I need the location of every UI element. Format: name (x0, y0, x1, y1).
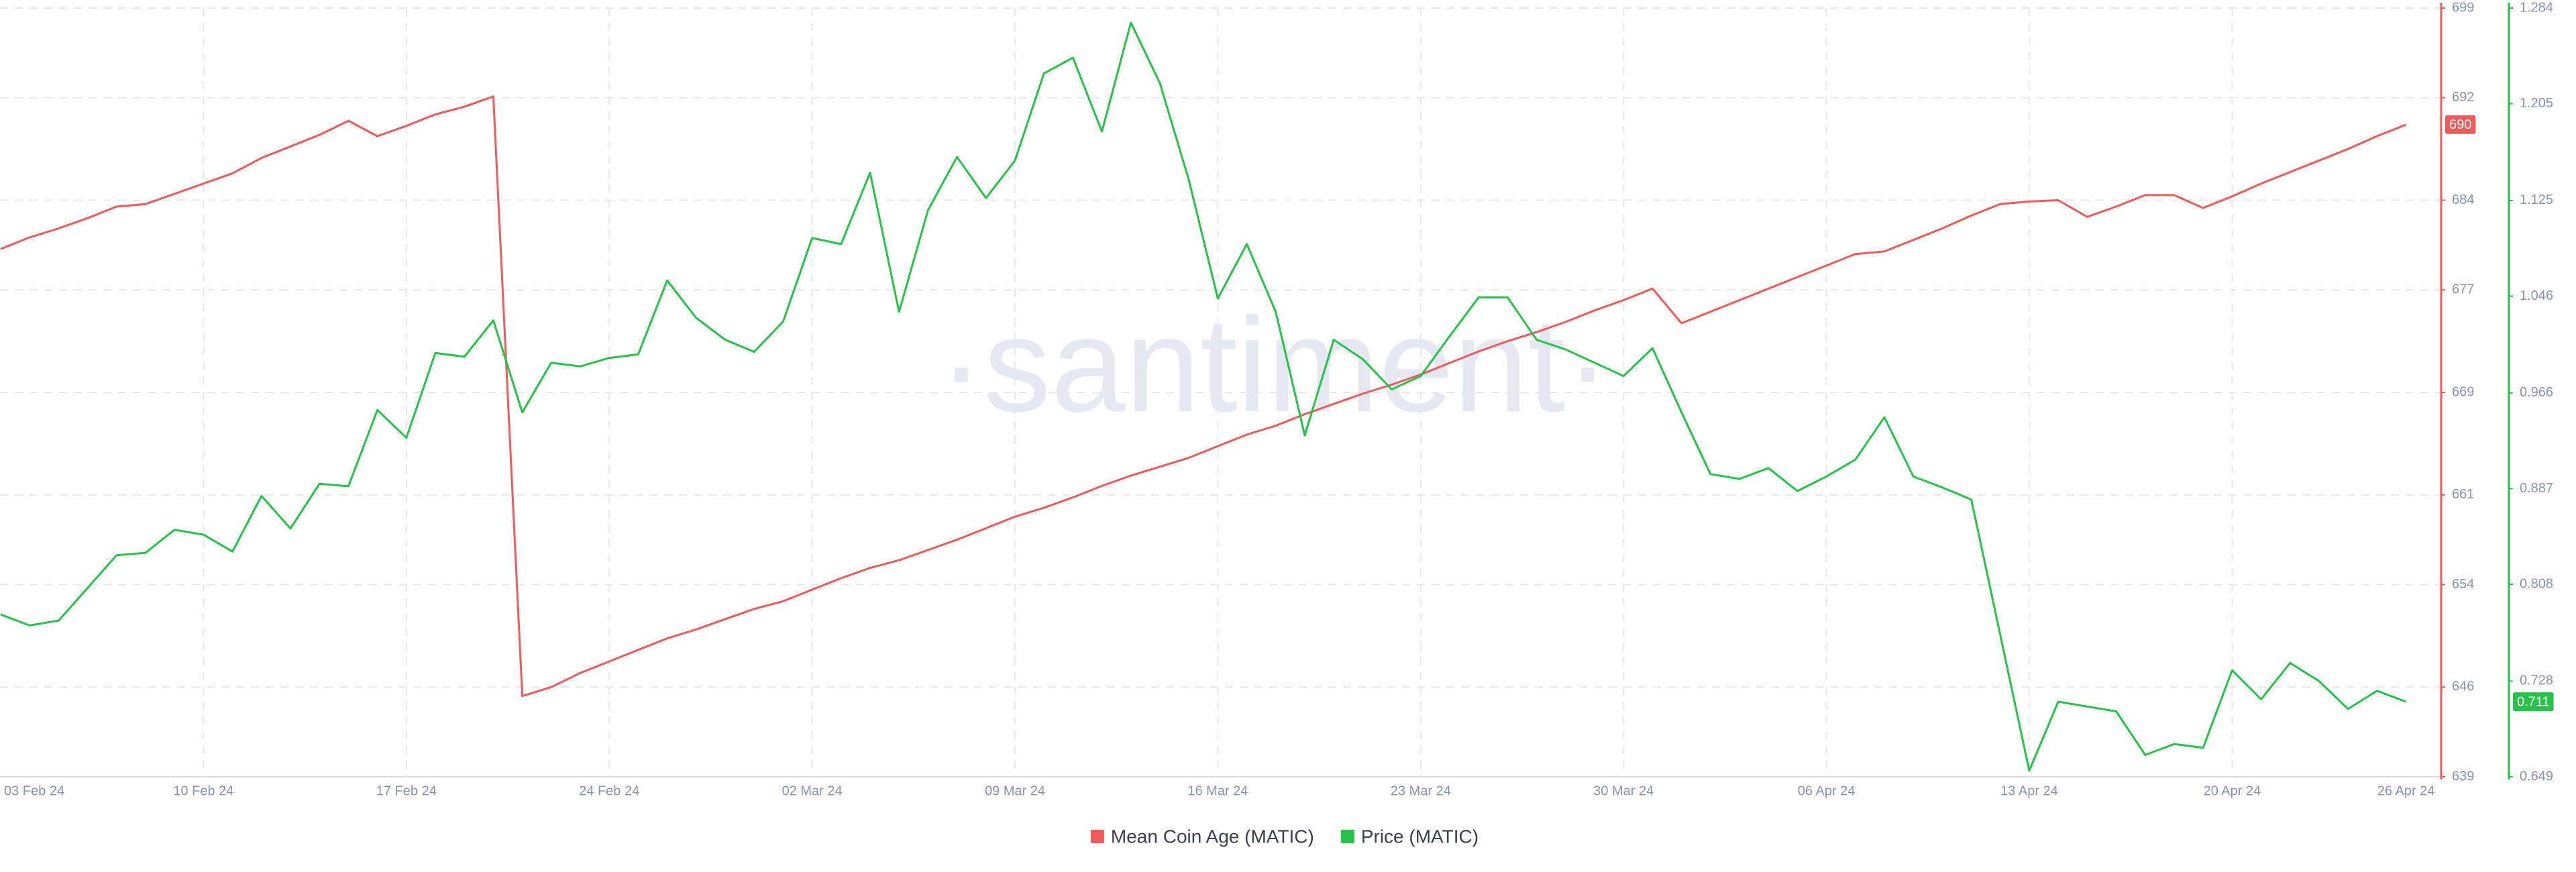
y-tick-label: 654 (2452, 577, 2474, 592)
x-tick-label: 09 Mar 24 (985, 783, 1045, 798)
x-tick-label: 06 Apr 24 (1798, 783, 1856, 798)
y2-tick-label: 0.649 (2520, 769, 2553, 783)
series-line (0, 95, 2407, 698)
y2-tick-label: 0.966 (2520, 385, 2553, 400)
x-tick-label: 03 Feb 24 (4, 783, 64, 798)
y-tick-label: 639 (2452, 769, 2474, 783)
x-tick-label: 23 Mar 24 (1391, 783, 1451, 798)
y-tick-label: 661 (2452, 487, 2474, 502)
badge-bg (2513, 692, 2554, 712)
y2-tick-label: 1.284 (2520, 0, 2553, 15)
legend-swatch (1090, 830, 1104, 843)
x-tick-label: 26 Apr 24 (2377, 783, 2435, 798)
y-tick-label: 669 (2452, 384, 2474, 399)
y2-tick-label: 0.887 (2520, 481, 2553, 496)
x-tick-label: 20 Apr 24 (2204, 783, 2261, 798)
last-value-badge: 690 (2445, 115, 2476, 134)
last-value-badge: 0.711 (2513, 692, 2554, 712)
x-tick-label: 02 Mar 24 (782, 783, 843, 798)
y-tick-label: 684 (2452, 193, 2474, 207)
watermark: ·santiment· (939, 290, 1610, 440)
badge-bg (2445, 115, 2476, 134)
y2-tick-label: 0.808 (2520, 576, 2553, 591)
y-tick-label: 646 (2452, 679, 2474, 694)
legend-label: Mean Coin Age (MATIC) (1111, 826, 1314, 847)
y2-tick-label: 1.125 (2520, 193, 2553, 207)
y-tick-label: 699 (2452, 0, 2474, 15)
x-tick-label: 24 Feb 24 (579, 783, 639, 798)
x-tick-label: 10 Feb 24 (173, 783, 233, 798)
y2-tick-label: 1.046 (2520, 288, 2553, 303)
series-line (0, 21, 2407, 772)
legend-label: Price (MATIC) (1361, 826, 1479, 847)
badge-label: 690 (2449, 117, 2471, 132)
x-tick-label: 16 Mar 24 (1187, 783, 1248, 798)
x-tick-label: 17 Feb 24 (376, 783, 437, 798)
x-tick-label: 13 Apr 24 (2000, 783, 2058, 798)
y-tick-label: 677 (2452, 282, 2474, 296)
y2-tick-label: 0.728 (2520, 673, 2553, 688)
badge-label: 0.711 (2517, 694, 2550, 709)
y-tick-label: 692 (2452, 90, 2474, 105)
legend: Mean Coin Age (MATIC) Price (MATIC) (1090, 826, 1479, 847)
legend-swatch (1340, 830, 1354, 843)
x-tick-label: 30 Mar 24 (1593, 783, 1654, 798)
y2-tick-label: 1.205 (2520, 96, 2553, 111)
